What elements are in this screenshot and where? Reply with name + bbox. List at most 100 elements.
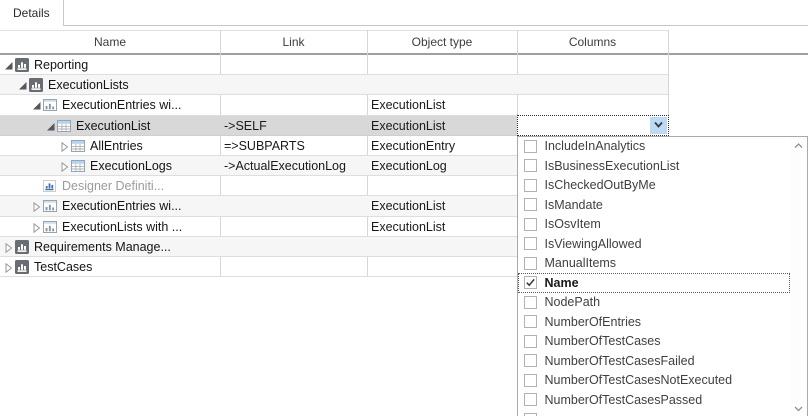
tree-row[interactable]: AllEntries =>SUBPARTS ExecutionEntry (0, 136, 808, 156)
dropdown-item-includeinanalytics[interactable]: IncludeInAnalytics (518, 137, 791, 157)
dropdown-item-ischeckedoutbyme[interactable]: IsCheckedOutByMe (518, 176, 791, 196)
tree-row[interactable]: Reporting (0, 55, 808, 76)
grid-vline (219, 30, 221, 277)
unchecked-checkbox[interactable] (523, 393, 537, 407)
link-cell (224, 217, 363, 237)
dropdown-item-name[interactable]: Name (517, 273, 790, 293)
unchecked-checkbox[interactable] (523, 315, 537, 329)
unchecked-checkbox[interactable] (523, 412, 537, 416)
unchecked-checkbox[interactable] (523, 139, 537, 153)
expand-expander-icon[interactable] (4, 262, 14, 274)
unchecked-checkbox[interactable] (523, 334, 537, 348)
dropdown-item-isviewingallowed[interactable]: IsViewingAllowed (518, 234, 791, 254)
column-header-name[interactable]: Name (0, 30, 220, 53)
tree-row[interactable]: ExecutionEntries wi... ExecutionList (0, 196, 808, 217)
link-cell: ->ActualExecutionLog (224, 158, 346, 173)
dropdown-item-label: ManualItems (544, 256, 617, 271)
dropdown-item-partial[interactable] (518, 410, 791, 416)
unchecked-checkbox[interactable] (523, 354, 537, 368)
row-band (0, 75, 668, 96)
dropdown-item-numberofentries[interactable]: NumberOfEntries (518, 312, 791, 332)
dropdown-item-ismandate[interactable]: IsMandate (518, 195, 791, 215)
dropdown-item-numberoftestcasespassed[interactable]: NumberOfTestCasesPassed (518, 390, 791, 410)
scrollbar-up-button[interactable] (790, 137, 807, 153)
object-type-cell (371, 55, 513, 75)
table-icon (56, 118, 72, 134)
expand-expander-icon[interactable] (60, 161, 70, 173)
tree-row[interactable]: TestCases (0, 257, 808, 278)
dropdown-item-numberoftestcases[interactable]: NumberOfTestCases (518, 332, 791, 352)
unchecked-checkbox[interactable] (523, 178, 537, 192)
row-band (0, 176, 668, 197)
tree-grid: Reporting ExecutionLists ExecutionEntries … (0, 55, 808, 278)
row-band (0, 196, 668, 217)
dropdown-item-manualitems[interactable]: ManualItems (518, 254, 791, 274)
link-cell (224, 95, 363, 115)
tree-row[interactable]: ExecutionLists (0, 75, 808, 96)
combo-dropdown-button[interactable] (649, 116, 667, 134)
row-selection-band (0, 115, 668, 136)
tree-row[interactable]: Designer Definiti... (0, 176, 808, 197)
dropdown-item-label: IncludeInAnalytics (544, 139, 646, 154)
expand-expander-icon[interactable] (4, 242, 14, 253)
dark-chart-icon (14, 239, 30, 255)
object-type-cell (371, 176, 513, 196)
dropdown-item-nodepath[interactable]: NodePath (518, 293, 791, 313)
tree-row[interactable]: ExecutionEntries wi... ExecutionList (0, 95, 808, 116)
dropdown-item-label: NumberOfTestCasesPassed (544, 392, 703, 407)
column-header-columns[interactable]: Columns (517, 30, 668, 53)
blue-chart-icon (42, 178, 58, 194)
scrollbar-down-button[interactable] (790, 400, 807, 416)
row-band (0, 55, 668, 76)
dropdown-item-label: NumberOfTestCases (544, 334, 661, 349)
table-icon (70, 138, 86, 154)
link-cell: =>SUBPARTS (224, 138, 305, 153)
dropdown-item-numberoftestcasesnotexecuted[interactable]: NumberOfTestCasesNotExecuted (518, 371, 791, 391)
expand-expander-icon[interactable] (32, 201, 42, 213)
tree-row[interactable]: ExecutionLogs ->ActualExecutionLog Executi… (0, 155, 808, 177)
link-cell: ->SELF (224, 118, 267, 133)
link-cell (224, 257, 363, 277)
dropdown-item-numberoftestcasesfailed[interactable]: NumberOfTestCasesFailed (518, 351, 791, 371)
link-cell (224, 237, 363, 257)
dropdown-item-label: IsViewingAllowed (544, 236, 642, 251)
column-header-object-type[interactable]: Object type (367, 30, 517, 53)
link-cell (224, 176, 363, 196)
expand-expander-icon[interactable] (60, 141, 70, 152)
node-name: ExecutionLists (48, 78, 129, 93)
expand-expander-icon[interactable] (32, 222, 42, 233)
dropdown-item-isbusinessexecutionlist[interactable]: IsBusinessExecutionList (518, 156, 791, 176)
tree-row[interactable]: ExecutionLists with ... ExecutionList (0, 217, 808, 237)
node-name: ExecutionLogs (90, 158, 173, 173)
collapse-expander-icon[interactable] (18, 80, 28, 90)
white-chart-icon (42, 219, 58, 235)
unchecked-checkbox[interactable] (523, 217, 537, 231)
dropdown-item-label: Name (544, 275, 579, 290)
popup-scrollbar[interactable] (790, 136, 807, 416)
collapse-expander-icon[interactable] (46, 121, 56, 131)
unchecked-checkbox[interactable] (523, 159, 537, 173)
tree-row[interactable]: Requirements Manage... (0, 236, 808, 257)
dropdown-item-label: NumberOfTestCasesFailed (544, 353, 695, 368)
unchecked-checkbox[interactable] (523, 256, 537, 270)
dropdown-item-isosvitem[interactable]: IsOsvItem (518, 215, 791, 235)
collapse-expander-icon[interactable] (4, 60, 14, 70)
grid-header-border (0, 53, 808, 55)
unchecked-checkbox[interactable] (523, 295, 537, 309)
checked-checkbox[interactable] (523, 276, 537, 290)
object-type-cell: ExecutionList (371, 98, 446, 113)
columns-dropdown-popup: IncludeInAnalytics IsBusinessExecutionLis… (516, 135, 808, 416)
object-type-cell: ExecutionList (371, 118, 446, 133)
unchecked-checkbox[interactable] (523, 237, 537, 251)
collapse-expander-icon[interactable] (32, 100, 42, 110)
dropdown-item-label: NumberOfEntries (544, 314, 642, 329)
link-cell (224, 75, 363, 95)
unchecked-checkbox[interactable] (523, 198, 537, 212)
unchecked-checkbox[interactable] (523, 373, 537, 387)
tab-details[interactable]: Details (0, 0, 64, 26)
object-type-cell: ExecutionEntry (371, 138, 456, 153)
tree-row[interactable]: ExecutionList ->SELF ExecutionList (0, 115, 808, 136)
columns-cell-editor[interactable] (516, 114, 669, 136)
column-header-link[interactable]: Link (220, 30, 367, 53)
